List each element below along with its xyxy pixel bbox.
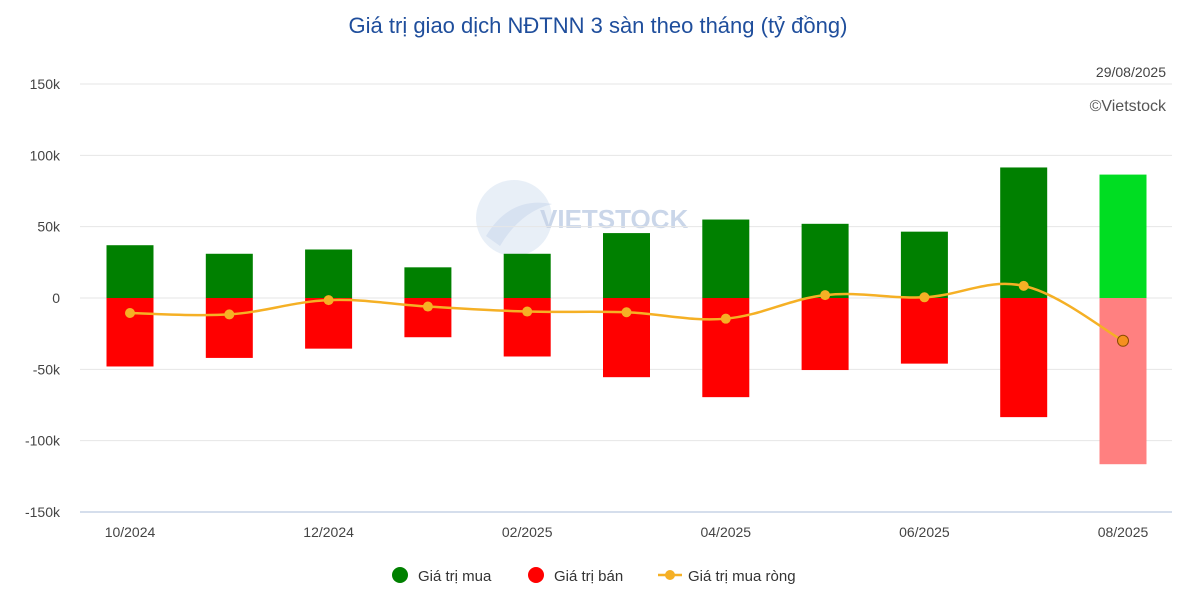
y-tick-label: 0 xyxy=(52,290,60,306)
y-tick-label: 100k xyxy=(30,147,61,163)
bar-sell xyxy=(900,298,948,364)
bar-sell xyxy=(1099,298,1147,465)
legend-marker-icon xyxy=(528,567,544,583)
x-tick-label: 02/2025 xyxy=(502,524,553,540)
bar-buy xyxy=(603,233,650,298)
x-tick-label: 10/2024 xyxy=(105,524,156,540)
legend: Giá trị mua Giá trị bán Giá trị mua ròng xyxy=(392,567,796,585)
x-tick-label: 12/2024 xyxy=(303,524,354,540)
y-tick-label: -50k xyxy=(33,361,61,377)
net-point xyxy=(125,307,135,318)
bar-sell xyxy=(205,298,253,358)
y-tick-label: 150k xyxy=(30,76,61,92)
x-tick-label: 04/2025 xyxy=(700,524,751,540)
legend-marker-icon xyxy=(665,570,675,580)
net-point xyxy=(522,306,533,317)
net-point xyxy=(323,295,334,306)
y-axis: 150k 100k 50k 0 -50k -100k -150k xyxy=(25,76,61,520)
watermark-swoosh-icon xyxy=(486,202,552,246)
watermark-text: VIETSTOCK xyxy=(540,204,689,234)
net-line xyxy=(125,280,1129,347)
bar-buy xyxy=(900,231,948,298)
net-point xyxy=(224,309,235,320)
bar-buy xyxy=(503,253,551,298)
x-axis: 10/2024 12/2024 02/2025 04/2025 06/2025 08/20… xyxy=(105,524,1149,540)
net-point xyxy=(1117,334,1129,347)
bar-buy xyxy=(106,245,154,298)
date-note: 29/08/2025 xyxy=(1096,64,1166,80)
bar-sell xyxy=(702,298,750,398)
legend-item: Giá trị bán xyxy=(528,567,623,585)
net-point xyxy=(621,307,632,318)
net-point xyxy=(820,290,831,301)
legend-label: Giá trị bán xyxy=(554,568,623,585)
bar-buy xyxy=(801,223,849,298)
y-tick-label: -150k xyxy=(25,504,61,520)
bar-sell xyxy=(801,298,849,371)
bar-sell xyxy=(305,298,353,349)
bar-buy xyxy=(1000,167,1048,298)
legend-item: Giá trị mua ròng xyxy=(658,568,796,585)
net-point xyxy=(919,292,930,303)
bar-buy xyxy=(1099,174,1147,298)
watermark: VIETSTOCK xyxy=(476,180,689,256)
y-tick-label: 50k xyxy=(37,219,61,235)
net-point xyxy=(1018,280,1029,291)
credit-label: ©Vietstock xyxy=(1090,98,1167,115)
bar-buy xyxy=(305,249,353,298)
legend-item: Giá trị mua xyxy=(392,567,492,585)
legend-label: Giá trị mua xyxy=(418,568,492,585)
bar-buy xyxy=(205,253,253,298)
x-tick-label: 06/2025 xyxy=(899,524,950,540)
bar-sell xyxy=(1000,298,1048,418)
chart-title: Giá trị giao dịch NĐTNN 3 sàn theo tháng… xyxy=(349,13,848,38)
bar-buy xyxy=(702,219,750,298)
legend-label: Giá trị mua ròng xyxy=(688,568,796,585)
y-tick-label: -100k xyxy=(25,433,61,449)
net-line-path xyxy=(129,282,1124,342)
net-point xyxy=(720,313,731,324)
bar-buy xyxy=(404,267,452,298)
bars xyxy=(106,167,1147,465)
legend-marker-icon xyxy=(392,567,408,583)
x-tick-label: 08/2025 xyxy=(1098,524,1149,540)
net-point xyxy=(422,301,433,312)
